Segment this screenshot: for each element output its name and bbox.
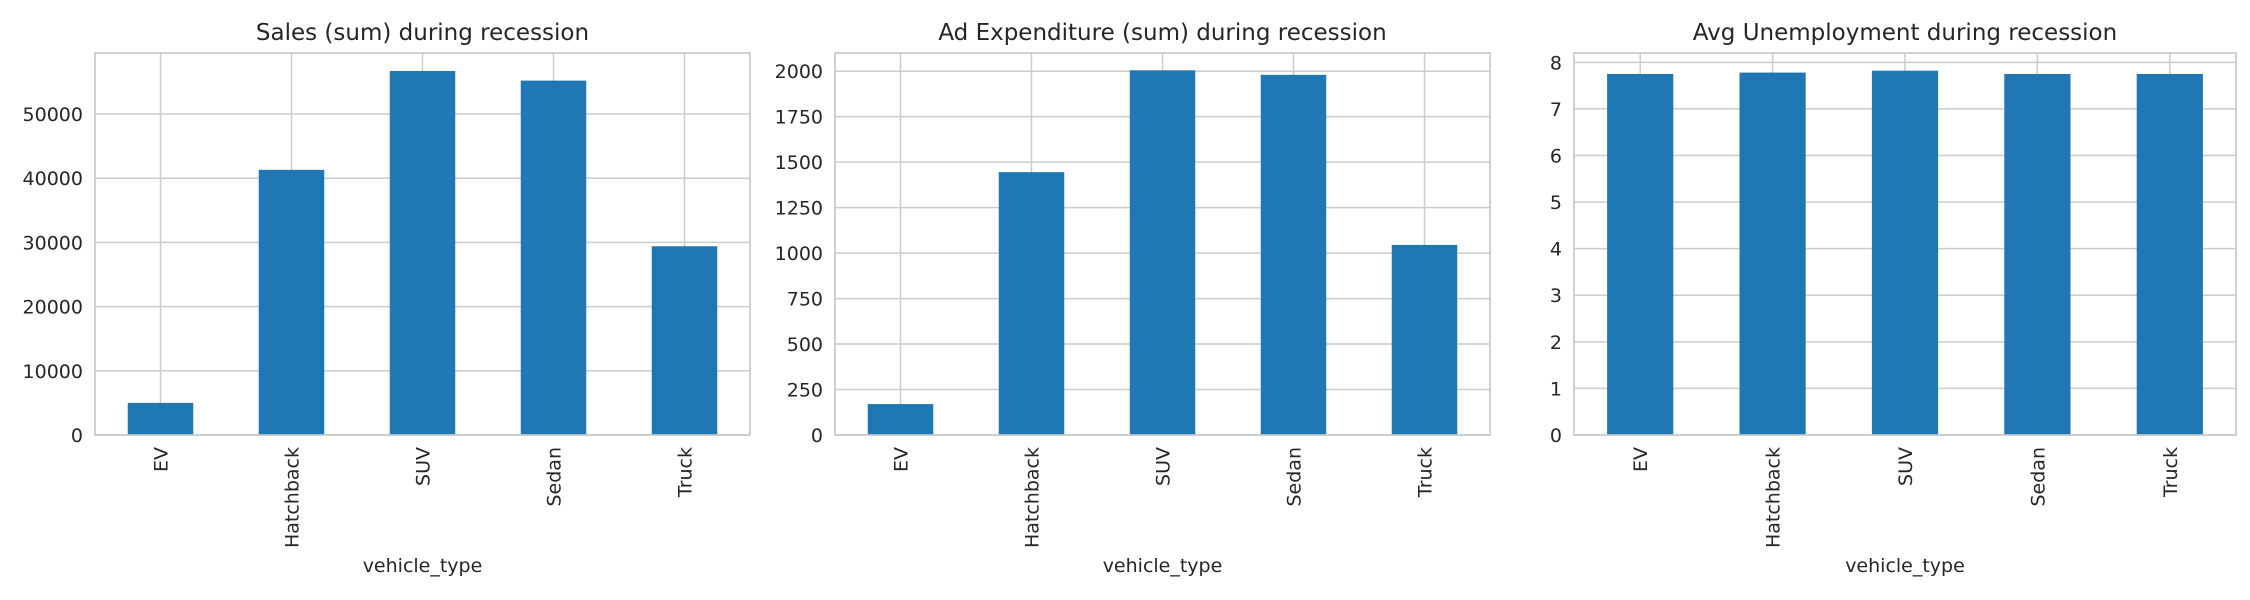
- x-tick-label: EV: [891, 447, 913, 472]
- chart-title: Ad Expenditure (sum) during recession: [938, 20, 1386, 46]
- y-tick-label: 4: [1550, 239, 1562, 261]
- y-tick-label: 1: [1550, 378, 1562, 400]
- y-tick-label: 500: [787, 334, 823, 356]
- y-tick-label: 8: [1550, 52, 1562, 74]
- y-tick-label: 0: [811, 425, 823, 447]
- y-tick-label: 50000: [23, 104, 83, 126]
- bar-truck: [651, 246, 718, 435]
- bar-hatchback: [258, 169, 325, 436]
- plot-border: [834, 52, 1491, 436]
- y-tick-label: 2: [1550, 332, 1562, 354]
- x-tick-label: Truck: [1415, 447, 1437, 498]
- bar-truck: [1391, 244, 1458, 435]
- chart-panel-3: 0 1 2 3 4 5 6 7 8 EV Hatchback SUV Sedan Truck vehicle…: [1550, 20, 2237, 577]
- bar-hatchback: [1739, 72, 1806, 435]
- bar-suv: [1871, 70, 1939, 435]
- y-tick-label: 6: [1550, 145, 1562, 167]
- bar-sedan: [2004, 73, 2071, 436]
- y-tick-label: 250: [787, 380, 823, 402]
- y-tick-label: 3: [1550, 285, 1562, 307]
- bar-suv: [1129, 70, 1196, 436]
- y-tick-label: 1750: [775, 107, 823, 129]
- bar-ev: [867, 404, 934, 435]
- y-tick-label: 0: [71, 425, 83, 447]
- bar-hatchback: [998, 172, 1065, 435]
- y-tick-label: 40000: [23, 168, 83, 190]
- chart-title: Sales (sum) during recession: [256, 20, 589, 46]
- x-tick-label: EV: [1630, 447, 1652, 472]
- y-tick-label: 5: [1550, 192, 1562, 214]
- y-tick-label: 20000: [23, 297, 83, 319]
- bar-truck: [2136, 73, 2203, 436]
- chart-panel-1: 0 10000 20000 30000 40000 50000 EV Hatchback SUV…: [23, 20, 751, 577]
- x-tick-label: Sedan: [2027, 447, 2049, 507]
- chart-title: Avg Unemployment during recession: [1693, 20, 2117, 46]
- bar-sedan: [1260, 74, 1327, 435]
- x-tick-label: Sedan: [1284, 447, 1306, 507]
- x-tick-label: Sedan: [544, 447, 566, 507]
- x-tick-label: Hatchback: [282, 447, 304, 548]
- x-tick-label: Hatchback: [1022, 447, 1044, 548]
- y-tick-label: 750: [787, 289, 823, 311]
- x-axis-label: vehicle_type: [363, 555, 483, 577]
- x-tick-label: EV: [151, 447, 173, 472]
- y-tick-label: 10000: [23, 361, 83, 383]
- bar-ev: [1607, 73, 1674, 436]
- x-tick-label: SUV: [413, 447, 435, 486]
- y-tick-label: 1000: [775, 243, 823, 265]
- y-tick-label: 7: [1550, 99, 1562, 121]
- bar-ev: [127, 402, 194, 435]
- x-tick-label: Truck: [2160, 447, 2182, 498]
- y-tick-label: 1250: [775, 198, 823, 220]
- x-tick-label: Hatchback: [1763, 447, 1785, 548]
- chart-panel-2: 0 250 500 750 1000 1250 1500 1750 2000 EV Hatchbac…: [775, 20, 1491, 577]
- x-tick-label: SUV: [1153, 447, 1175, 486]
- plot-border: [94, 52, 751, 436]
- y-tick-label: 1500: [775, 152, 823, 174]
- bar-suv: [389, 70, 456, 435]
- y-tick-label: 30000: [23, 232, 83, 254]
- plot-border: [1573, 52, 2237, 436]
- x-tick-label: SUV: [1895, 447, 1917, 486]
- x-tick-label: Truck: [675, 447, 697, 498]
- x-axis-label: vehicle_type: [1103, 555, 1223, 577]
- x-axis-label: vehicle_type: [1845, 555, 1965, 577]
- bar-sedan: [520, 80, 587, 435]
- y-tick-label: 2000: [775, 61, 823, 83]
- y-tick-label: 0: [1550, 425, 1562, 447]
